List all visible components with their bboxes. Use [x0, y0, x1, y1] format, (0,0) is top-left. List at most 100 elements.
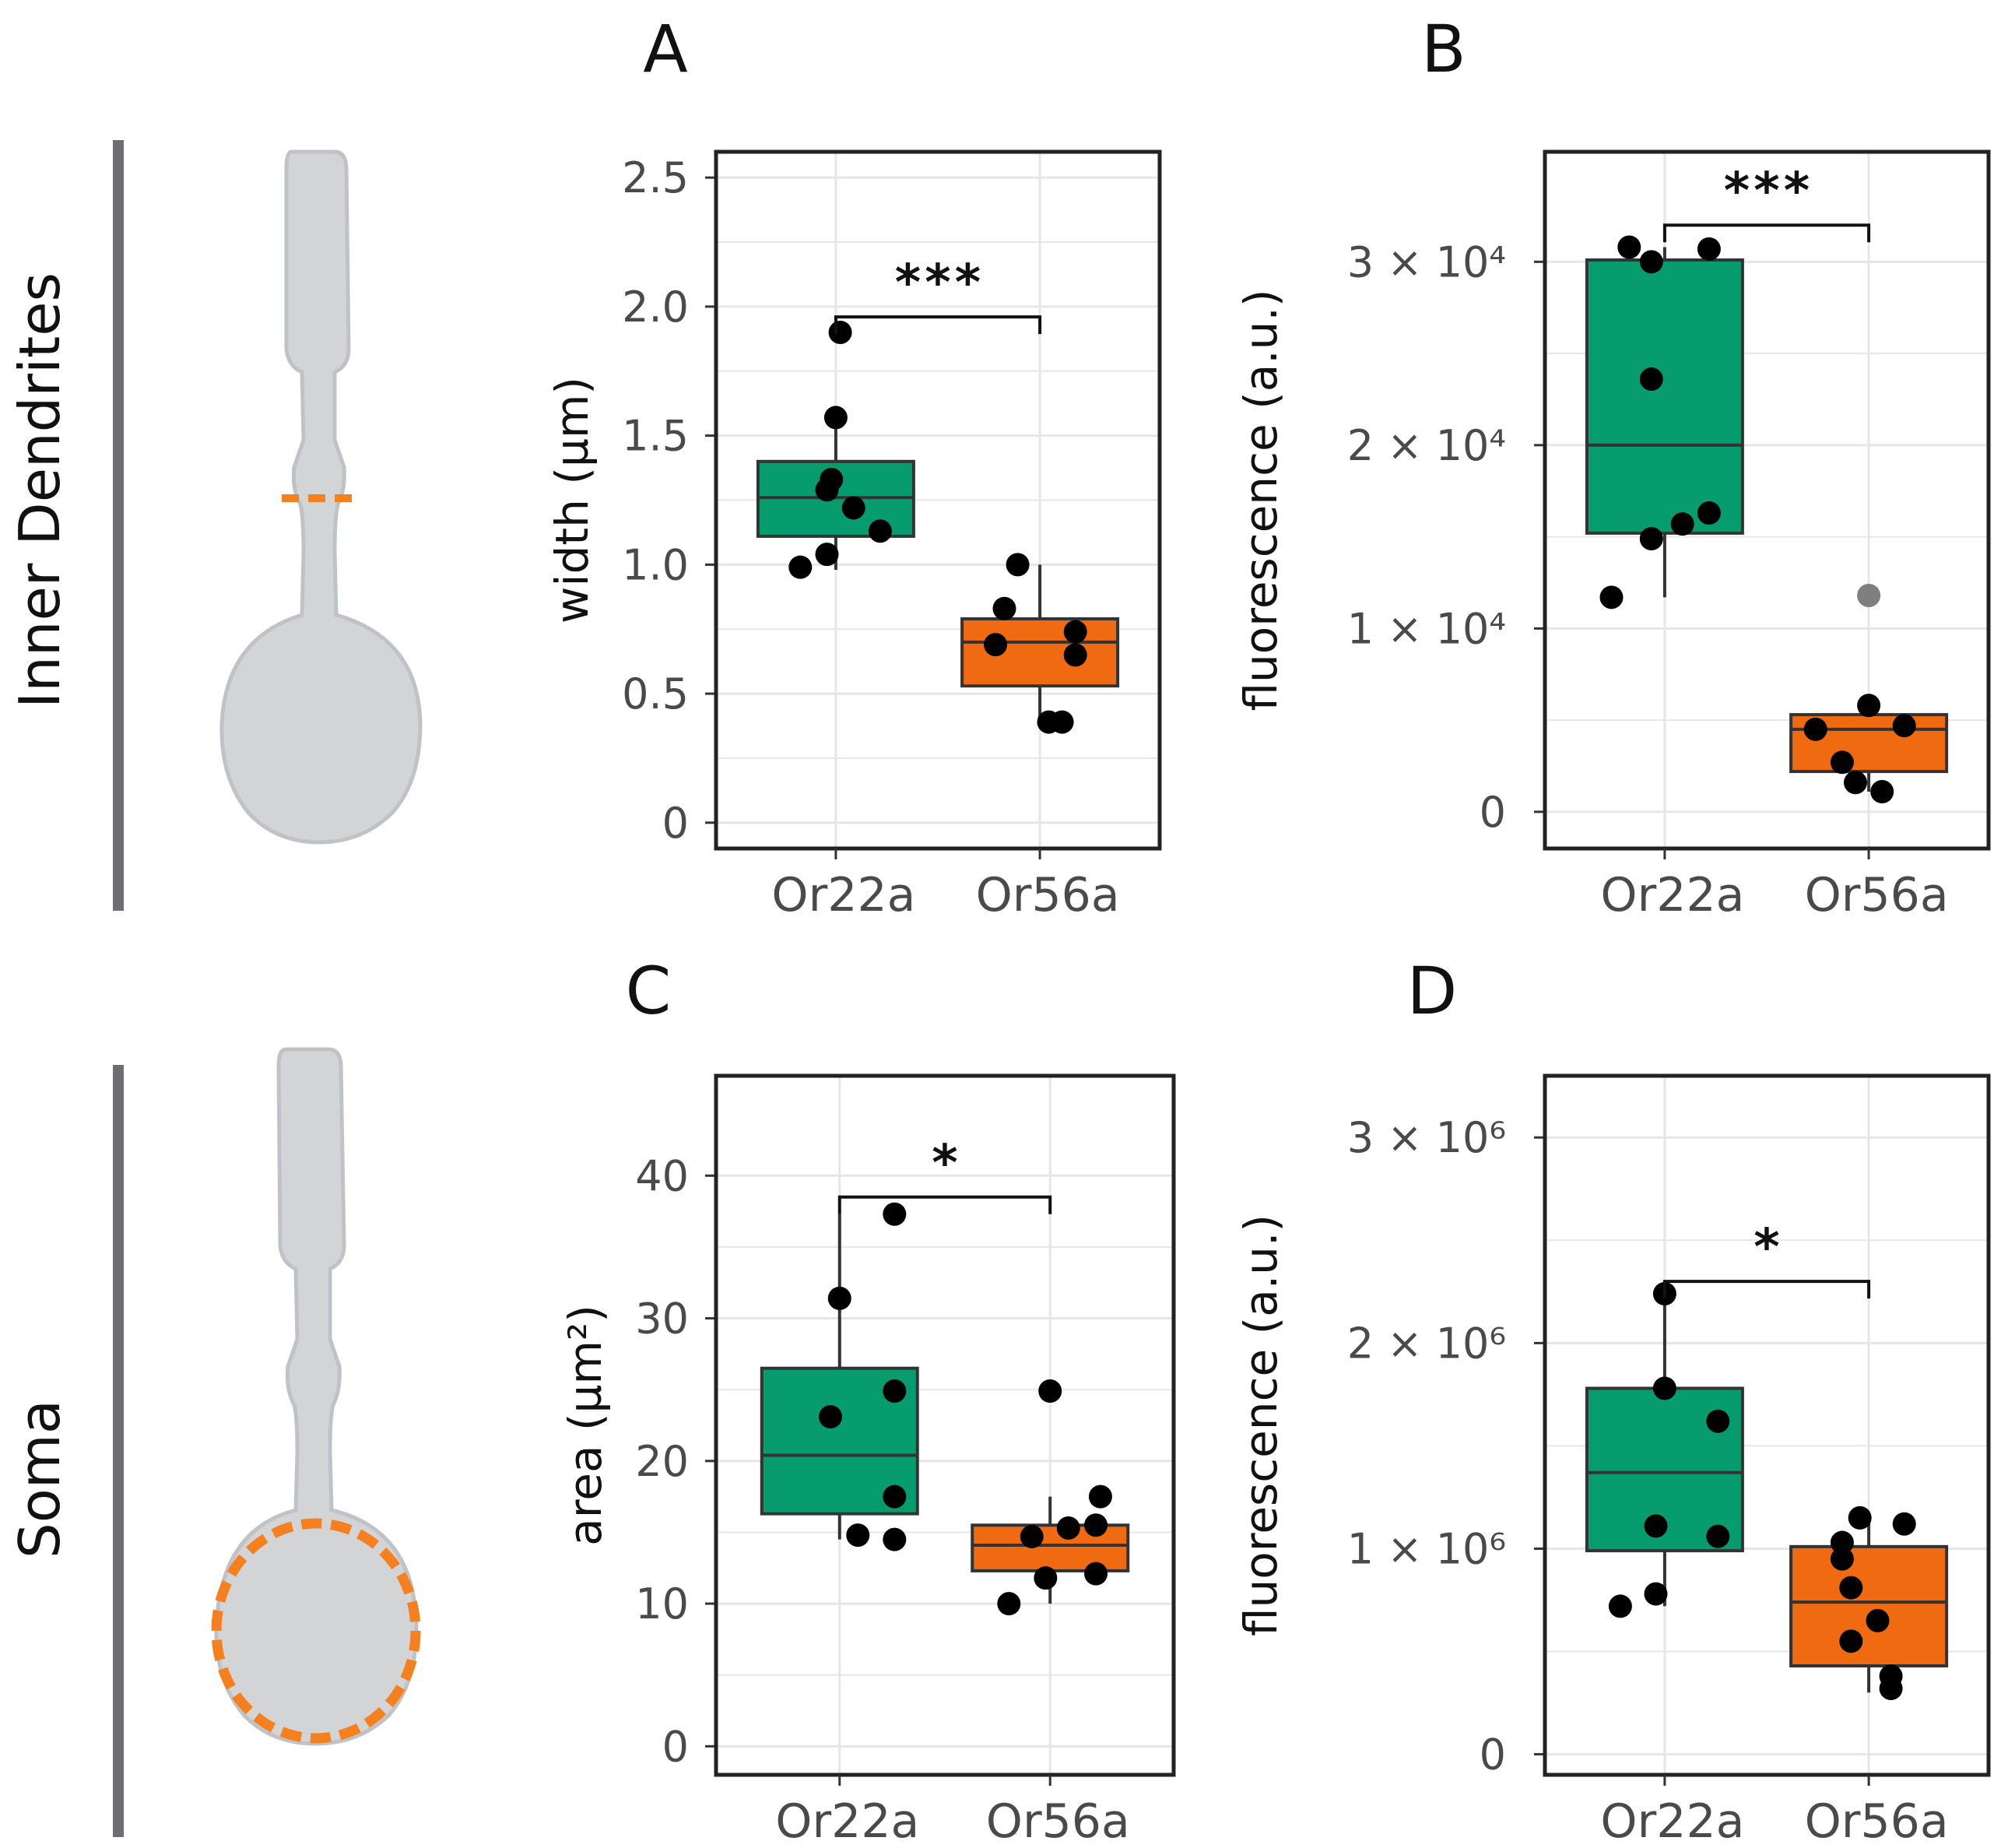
data-point-or22a — [883, 1379, 907, 1404]
data-point-or56a — [1866, 1608, 1890, 1632]
data-point-or22a — [1697, 501, 1721, 525]
data-point-or56a — [1892, 714, 1916, 738]
data-point-or22a — [1706, 1524, 1730, 1548]
data-point-or22a — [1599, 585, 1624, 610]
data-point-or56a — [1063, 620, 1087, 644]
y-tick-label: 1.0 — [622, 540, 689, 589]
y-axis-label: fluorescence (a.u.) — [1234, 1214, 1287, 1636]
significance-stars: * — [1752, 1219, 1782, 1277]
chart-b-dendrite-fluorescence: 0 1 × 10⁴ 2 × 10⁴ 3 × 10⁴ *** Or22a Or56a fluor… — [1234, 149, 1991, 922]
y-tick-label: 1 × 10⁴ — [1347, 604, 1506, 653]
data-point-or56a — [1879, 1664, 1903, 1688]
plot-frame — [1543, 1073, 1991, 1777]
y-tick-label: 0 — [662, 1722, 689, 1771]
y-tick-label: 1 × 10⁶ — [1347, 1524, 1506, 1573]
y-tick-label: 3 × 10⁴ — [1347, 237, 1506, 286]
data-point-or56a — [1056, 1516, 1080, 1540]
category-label-or22a: Or22a — [775, 1794, 919, 1848]
significance-stars: *** — [1722, 163, 1812, 220]
y-tick-label: 2 × 10⁶ — [1347, 1319, 1506, 1368]
data-point-or22a — [828, 321, 852, 345]
y-tick-label: 0.5 — [622, 669, 689, 718]
data-point-or56a — [1830, 1530, 1854, 1555]
data-point-or22a — [883, 1202, 907, 1226]
plot-frame — [714, 1073, 1176, 1777]
neuron-soma-outline-icon — [211, 1047, 421, 1746]
significance-stars: * — [930, 1135, 960, 1193]
y-tick-label: 40 — [635, 1151, 689, 1200]
y-tick-label: 10 — [635, 1579, 689, 1628]
y-tick-label: 30 — [635, 1295, 689, 1344]
significance-bracket — [834, 315, 1042, 335]
y-tick-label: 20 — [635, 1437, 689, 1486]
chart-d-soma-fluorescence: 0 1 × 10⁶ 2 × 10⁶ 3 × 10⁶ * Or22a Or56a fluores… — [1234, 1073, 1991, 1848]
panel-letter-d: D — [1407, 953, 1458, 1029]
data-point-or22a — [1697, 237, 1721, 261]
data-point-or56a — [1839, 1576, 1863, 1600]
panel-letter-c: C — [626, 953, 672, 1029]
row-label-inner-dendrites: Inner Dendrites — [7, 272, 72, 708]
data-point-or56a — [984, 633, 1008, 657]
data-point-or22a — [1706, 1409, 1730, 1433]
chart-a-width: 0 0.5 1.0 1.5 2.0 2.5 *** Or22a Or56a width (µm) — [546, 149, 1162, 922]
category-label-or22a: Or22a — [771, 868, 915, 922]
data-point-or56a — [1803, 717, 1827, 741]
y-tick-label: 0 — [1480, 1730, 1506, 1779]
data-point-or22a — [1652, 1376, 1676, 1400]
data-point-or56a — [1857, 694, 1881, 718]
data-point-or22a — [1608, 1594, 1632, 1618]
significance-bracket — [837, 1195, 1052, 1214]
row-label-soma: Soma — [7, 1400, 72, 1558]
category-label-or22a: Or22a — [1600, 1794, 1744, 1848]
data-point-or56a — [1830, 1547, 1854, 1571]
data-point-or22a — [815, 543, 839, 567]
chart-c-area: 0 10 20 30 40 * Or22a Or56a area (µm²) — [559, 1073, 1176, 1848]
box-or56a — [1789, 1544, 1949, 1668]
data-point-or56a — [1050, 710, 1074, 734]
data-point-or22a — [1617, 235, 1641, 259]
data-point-or22a — [1644, 1582, 1668, 1606]
y-tick-label: 2 × 10⁴ — [1347, 421, 1506, 470]
box-or56a — [960, 617, 1120, 688]
data-point-or22a — [1670, 512, 1694, 536]
y-tick-label: 2.0 — [622, 283, 689, 332]
data-point-or56a — [1844, 771, 1867, 795]
category-label-or56a: Or56a — [976, 868, 1120, 922]
y-tick-label: 0 — [1480, 788, 1506, 837]
significance-bracket — [1662, 223, 1871, 243]
outlier-point — [1857, 583, 1881, 607]
data-point-or56a — [992, 596, 1016, 620]
data-point-or56a — [1084, 1562, 1108, 1586]
data-point-or56a — [1870, 779, 1894, 803]
data-point-or56a — [1006, 553, 1030, 577]
category-label-or22a: Or22a — [1600, 868, 1744, 922]
data-point-or22a — [823, 406, 848, 430]
data-point-or22a — [788, 555, 813, 579]
y-axis-label: area (µm²) — [559, 1305, 612, 1546]
significance-stars: *** — [893, 255, 983, 312]
panel-letter-a: A — [643, 11, 687, 87]
category-label-or56a: Or56a — [1805, 1794, 1949, 1848]
y-tick-label: 3 × 10⁶ — [1347, 1113, 1506, 1162]
data-point-or22a — [1639, 250, 1663, 274]
data-point-or22a — [841, 496, 865, 520]
y-axis-label: width (µm) — [546, 377, 599, 624]
y-tick-label: 1.5 — [622, 412, 689, 461]
data-point-or56a — [1839, 1629, 1863, 1653]
plot-frame — [1543, 149, 1991, 851]
neuron-dendrite-cross-section-icon — [219, 149, 423, 845]
data-point-or22a — [819, 1405, 842, 1429]
data-point-or22a — [1639, 367, 1663, 392]
data-point-or22a — [883, 1484, 907, 1509]
data-point-or22a — [846, 1523, 870, 1548]
data-point-or22a — [820, 467, 844, 491]
data-point-or22a — [827, 1286, 851, 1310]
category-label-or56a: Or56a — [986, 1794, 1130, 1848]
data-point-or56a — [997, 1592, 1021, 1616]
data-point-or56a — [1034, 1566, 1058, 1590]
data-point-or56a — [1088, 1484, 1112, 1509]
data-point-or56a — [1038, 1379, 1062, 1404]
data-point-or56a — [1848, 1505, 1872, 1530]
category-label-or56a: Or56a — [1805, 868, 1949, 922]
